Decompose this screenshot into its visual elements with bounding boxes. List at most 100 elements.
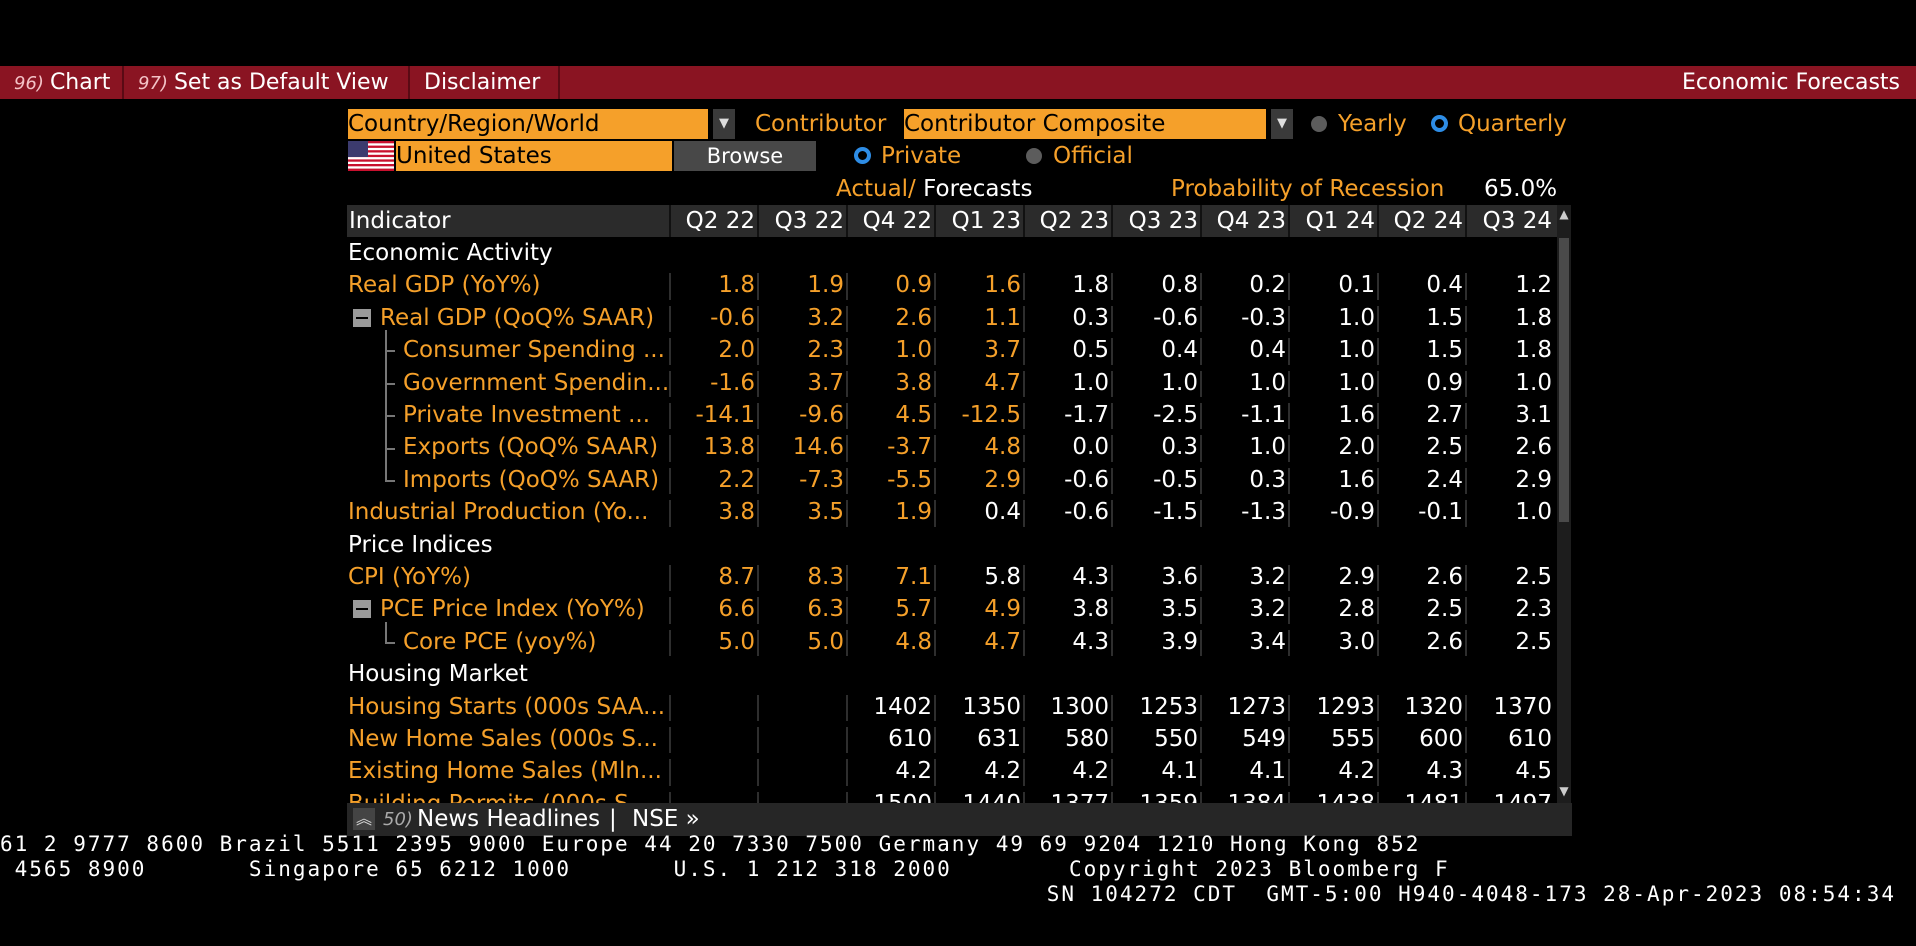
actual-value-cell[interactable]: 5.0 [807, 628, 844, 655]
actual-value-cell[interactable]: 3.7 [984, 337, 1021, 364]
forecast-value-cell[interactable]: 1350 [962, 693, 1021, 720]
forecast-value-cell[interactable]: 2.5 [1515, 564, 1552, 590]
forecast-value-cell[interactable]: 1481 [1404, 788, 1463, 803]
forecast-value-cell[interactable]: 2.6 [1426, 628, 1463, 655]
actual-value-cell[interactable]: 3.5 [807, 499, 844, 526]
forecast-value-cell[interactable]: 4.1 [1161, 758, 1198, 785]
quarter-column-header[interactable]: Q3 24 [1482, 208, 1552, 234]
indicator-label[interactable]: Core PCE (yoy%) [403, 628, 597, 655]
forecast-value-cell[interactable]: 1440 [962, 788, 1021, 803]
indicator-label[interactable]: CPI (YoY%) [348, 564, 471, 590]
actual-value-cell[interactable]: 8.7 [718, 564, 755, 590]
forecast-value-cell[interactable]: 1.0 [1338, 369, 1375, 396]
forecast-value-cell[interactable]: 1500 [873, 788, 932, 803]
actual-value-cell[interactable]: -0.6 [710, 304, 755, 331]
forecast-value-cell[interactable]: 0.4 [1249, 337, 1286, 364]
actual-value-cell[interactable]: 1.9 [895, 499, 932, 526]
forecast-value-cell[interactable]: -0.9 [1330, 499, 1375, 526]
actual-value-cell[interactable]: 1.6 [984, 272, 1021, 299]
actual-value-cell[interactable]: 5.0 [718, 628, 755, 655]
actual-value-cell[interactable]: 0.9 [895, 272, 932, 299]
actual-value-cell[interactable]: 1.1 [984, 304, 1021, 331]
forecast-value-cell[interactable]: 1.0 [1338, 304, 1375, 331]
forecast-value-cell[interactable]: 555 [1331, 726, 1375, 752]
forecast-value-cell[interactable]: 4.2 [1072, 758, 1109, 785]
indicator-label[interactable]: Private Investment ... [403, 402, 651, 428]
forecast-value-cell[interactable]: 600 [1419, 726, 1463, 752]
forecast-value-cell[interactable]: 2.6 [1426, 564, 1463, 590]
indicator-label[interactable]: Housing Starts (000s SAA... [348, 693, 666, 720]
chart-menu-item[interactable]: 96) Chart [14, 66, 110, 99]
forecast-value-cell[interactable]: 2.9 [1515, 466, 1552, 493]
forecast-value-cell[interactable]: -1.1 [1241, 402, 1286, 428]
forecast-value-cell[interactable]: 1.0 [1161, 369, 1198, 396]
forecast-value-cell[interactable]: 1370 [1493, 693, 1552, 720]
forecast-value-cell[interactable]: 580 [1065, 726, 1109, 752]
forecast-value-cell[interactable]: 610 [1508, 726, 1552, 752]
forecast-value-cell[interactable]: 1.0 [1072, 369, 1109, 396]
quarter-column-header[interactable]: Q2 23 [1039, 208, 1109, 234]
forecast-value-cell[interactable]: 3.6 [1161, 564, 1198, 590]
actual-value-cell[interactable]: -5.5 [887, 466, 932, 493]
indicator-label[interactable]: Imports (QoQ% SAAR) [403, 466, 660, 493]
actual-value-cell[interactable]: 4.7 [984, 369, 1021, 396]
news-headlines-bar[interactable]: ︽ 50) News Headlines | NSE » [347, 803, 1572, 836]
actual-value-cell[interactable]: 3.7 [807, 369, 844, 396]
forecast-value-cell[interactable]: 0.8 [1161, 272, 1198, 299]
forecast-value-cell[interactable]: 1.8 [1515, 337, 1552, 364]
forecast-value-cell[interactable]: -1.7 [1064, 402, 1109, 428]
forecast-value-cell[interactable]: 1.0 [1515, 499, 1552, 526]
forecast-value-cell[interactable]: -1.5 [1153, 499, 1198, 526]
quarter-column-header[interactable]: Q3 23 [1128, 208, 1198, 234]
quarterly-radio[interactable] [1431, 115, 1448, 132]
actual-value-cell[interactable]: -7.3 [799, 466, 844, 493]
forecast-value-cell[interactable]: 1273 [1227, 693, 1286, 720]
actual-value-cell[interactable]: 2.3 [807, 337, 844, 364]
forecast-value-cell[interactable]: 3.9 [1161, 628, 1198, 655]
actual-value-cell[interactable]: 6.6 [718, 596, 755, 623]
forecast-value-cell[interactable]: -1.3 [1241, 499, 1286, 526]
actual-value-cell[interactable]: -14.1 [695, 402, 755, 428]
actual-value-cell[interactable]: 2.0 [718, 337, 755, 364]
forecast-value-cell[interactable]: -0.1 [1418, 499, 1463, 526]
forecast-value-cell[interactable]: 1.2 [1515, 272, 1552, 299]
indicator-label[interactable]: Consumer Spending ... [403, 337, 665, 364]
news-headlines-label[interactable]: News Headlines [417, 806, 601, 832]
forecast-value-cell[interactable]: 1.0 [1249, 369, 1286, 396]
yearly-label[interactable]: Yearly [1338, 111, 1407, 137]
forecast-value-cell[interactable]: 1.8 [1515, 304, 1552, 331]
forecast-value-cell[interactable]: 3.4 [1249, 628, 1286, 655]
forecast-value-cell[interactable]: -0.6 [1064, 466, 1109, 493]
set-default-view-menu-item[interactable]: 97) Set as Default View [138, 66, 389, 99]
forecast-value-cell[interactable]: -0.3 [1241, 304, 1286, 331]
indicator-label[interactable]: Exports (QoQ% SAAR) [403, 434, 659, 461]
private-label[interactable]: Private [881, 143, 962, 169]
forecast-value-cell[interactable]: 1377 [1050, 788, 1109, 803]
actual-value-cell[interactable]: -3.7 [887, 434, 932, 461]
forecast-value-cell[interactable]: 549 [1242, 726, 1286, 752]
forecast-value-cell[interactable]: 0.4 [1426, 272, 1463, 299]
actual-value-cell[interactable]: 4.9 [984, 596, 1021, 623]
forecast-value-cell[interactable]: 0.4 [1161, 337, 1198, 364]
actual-value-cell[interactable]: 5.7 [895, 596, 932, 623]
forecast-value-cell[interactable]: 1384 [1227, 788, 1286, 803]
indicator-label[interactable]: PCE Price Index (YoY%) [380, 596, 645, 623]
actual-value-cell[interactable]: -9.6 [799, 402, 844, 428]
quarter-column-header[interactable]: Q2 24 [1393, 208, 1463, 234]
quarter-column-header[interactable]: Q4 22 [862, 208, 932, 234]
indicator-label[interactable]: Real GDP (QoQ% SAAR) [380, 304, 655, 331]
collapse-minus-icon[interactable] [353, 600, 371, 619]
scroll-down-icon[interactable]: ▼ [1559, 784, 1569, 798]
scrollbar-thumb[interactable] [1559, 238, 1569, 522]
actual-value-cell[interactable]: 2.2 [718, 466, 755, 493]
forecast-value-cell[interactable]: 1359 [1139, 788, 1198, 803]
actual-value-cell[interactable]: 8.3 [807, 564, 844, 590]
forecast-value-cell[interactable]: 1497 [1493, 788, 1552, 803]
forecast-value-cell[interactable]: 3.2 [1249, 596, 1286, 623]
forecast-value-cell[interactable]: 3.0 [1338, 628, 1375, 655]
actual-value-cell[interactable]: 14.6 [792, 434, 844, 461]
forecast-value-cell[interactable]: -0.6 [1064, 499, 1109, 526]
official-radio[interactable] [1026, 148, 1042, 164]
quarter-column-header[interactable]: Q1 24 [1305, 208, 1375, 234]
forecast-value-cell[interactable]: 610 [888, 726, 932, 752]
